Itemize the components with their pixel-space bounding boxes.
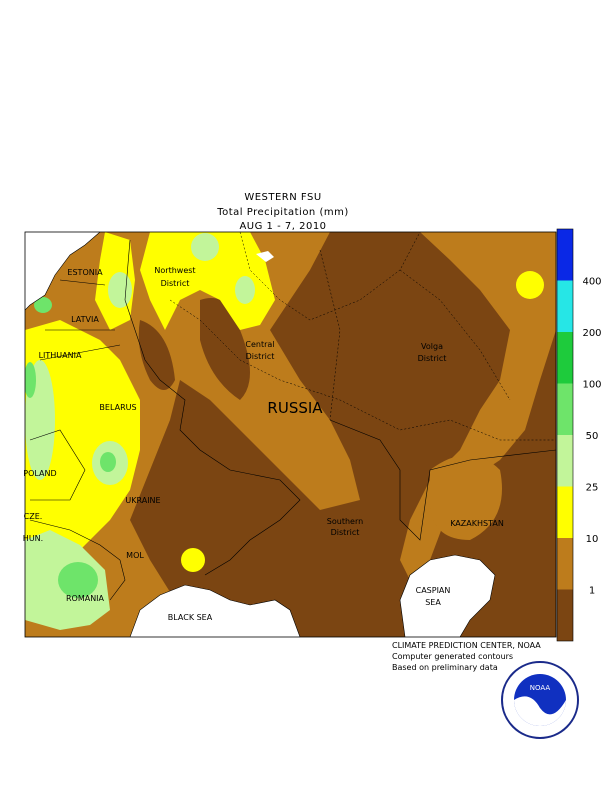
district-label: Central [245, 340, 274, 349]
credit: Based on preliminary data [392, 663, 498, 672]
credit: CLIMATE PREDICTION CENTER, NOAA [392, 641, 541, 650]
district-label: District [161, 279, 190, 288]
sea-label: BLACK SEA [168, 613, 213, 622]
district-label: District [246, 352, 275, 361]
credit: Computer generated contours [392, 652, 513, 661]
map-labels: ESTONIA LATVIA LITHUANIA BELARUS POLAND … [23, 266, 504, 622]
legend-label: 200 [582, 328, 601, 339]
country-label: ESTONIA [67, 268, 103, 277]
sea-label: CASPIAN [416, 586, 451, 595]
legend-swatch [557, 538, 573, 590]
legend-swatch [557, 589, 573, 641]
district-label: Volga [421, 342, 443, 351]
legend-label: 1 [589, 586, 595, 597]
period: AUG 1 - 7, 2010 [239, 221, 326, 232]
title: WESTERN FSU [244, 192, 321, 203]
country-label: HUN. [23, 534, 43, 543]
legend-swatch [557, 332, 573, 384]
legend-swatch [557, 229, 573, 281]
country-label: UKRAINE [125, 496, 160, 505]
legend-swatch [557, 383, 573, 435]
country-label: POLAND [23, 469, 56, 478]
country-label: LITHUANIA [39, 351, 82, 360]
country-label: MOL [126, 551, 144, 560]
subtitle: Total Precipitation (mm) [216, 207, 349, 218]
logo-text: NOAA [530, 684, 551, 692]
legend-swatch [557, 280, 573, 332]
legend-label: 100 [582, 380, 601, 391]
legend-label: 400 [582, 277, 601, 288]
legend-frame [556, 228, 574, 642]
district-label: Southern [327, 517, 363, 526]
country-label: BELARUS [99, 403, 136, 412]
country-label: LATVIA [71, 315, 99, 324]
legend-label: 50 [586, 431, 599, 442]
legend-label: 25 [586, 483, 599, 494]
country-label: KAZAKHSTAN [450, 519, 504, 528]
country-label: RUSSIA [267, 399, 323, 417]
country-label: CZE. [24, 512, 43, 521]
legend: 1 10 25 50 100 200 400 [556, 228, 602, 642]
legend-swatch [557, 435, 573, 487]
sea-label: SEA [425, 598, 441, 607]
country-label: ROMANIA [66, 594, 105, 603]
map [24, 231, 557, 638]
noaa-logo: NOAA [501, 661, 579, 739]
district-label: Northwest [154, 266, 195, 275]
legend-label: 10 [586, 534, 599, 545]
legend-swatch [557, 486, 573, 538]
district-label: District [331, 528, 360, 537]
district-label: District [418, 354, 447, 363]
